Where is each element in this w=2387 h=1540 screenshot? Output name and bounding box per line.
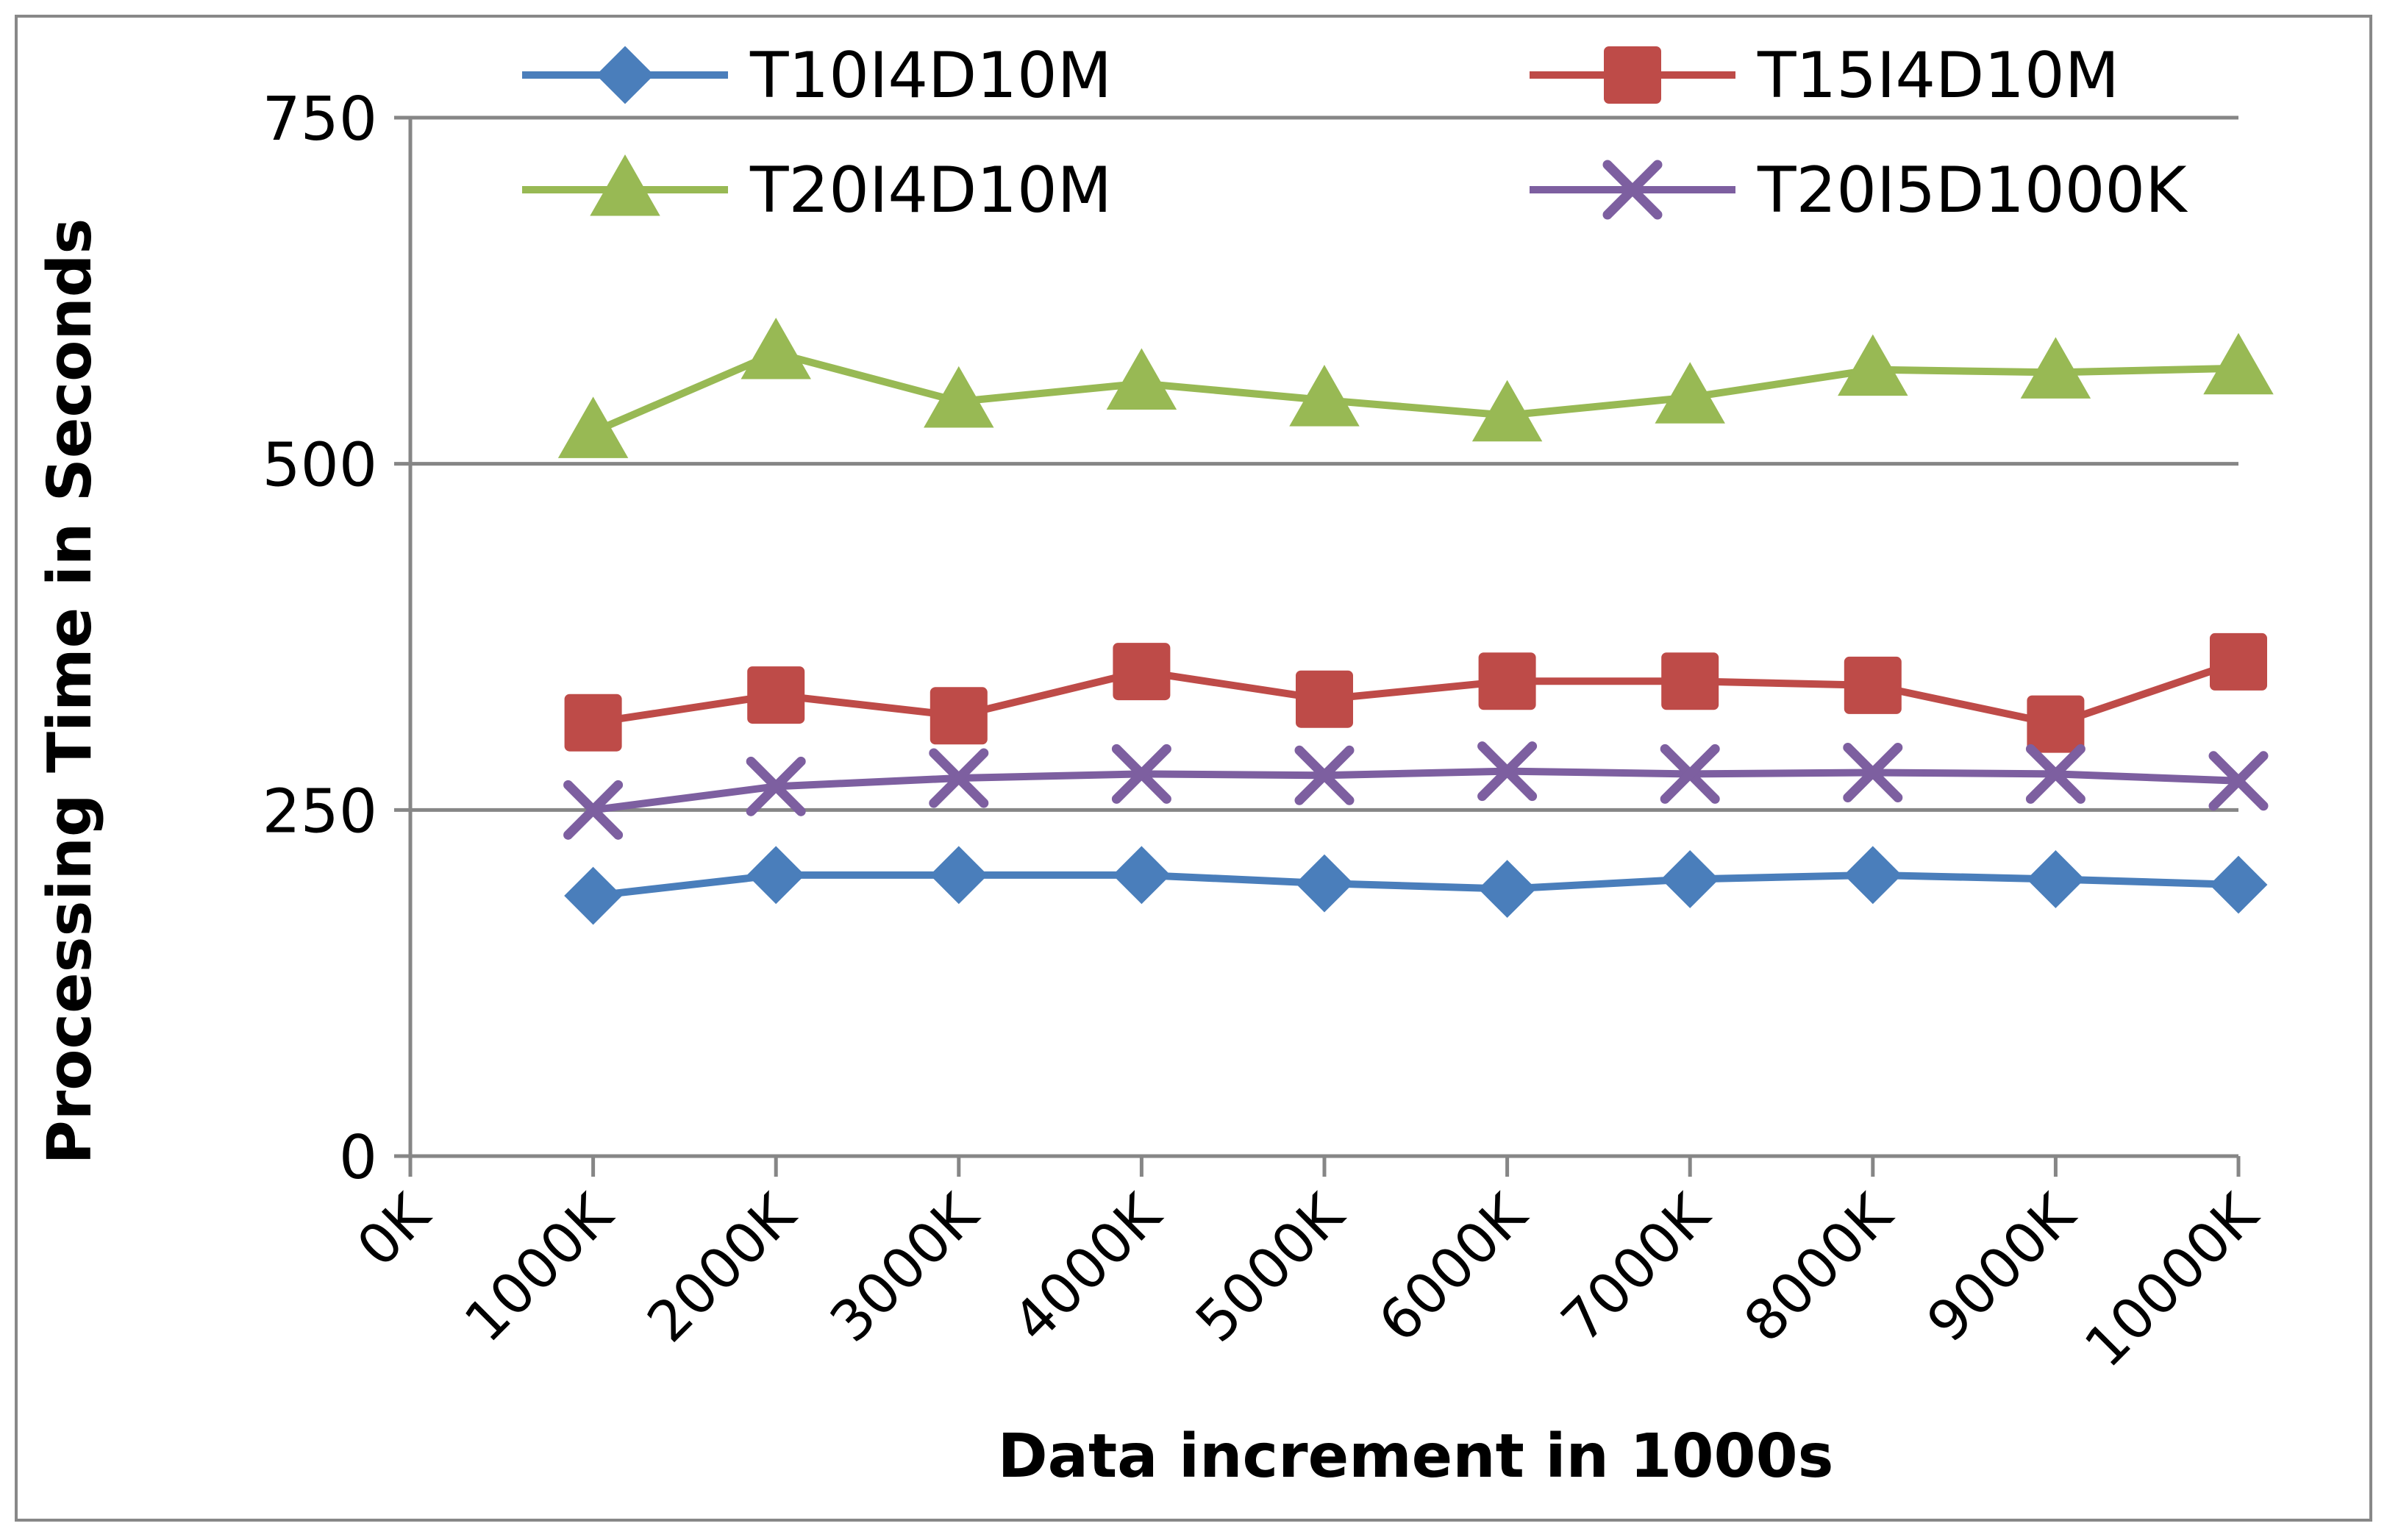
data-point	[2027, 695, 2085, 753]
data-point	[1106, 348, 1177, 410]
series-T20I4D10M	[557, 318, 2274, 458]
data-point	[1111, 744, 1171, 804]
data-point	[1843, 743, 1903, 803]
legend-item: T10I4D10M	[522, 39, 1112, 113]
legend-label: T15I4D10M	[1757, 39, 2119, 113]
data-point	[929, 748, 989, 808]
data-point	[1655, 362, 1725, 424]
legend-item: T20I5D1000K	[1530, 154, 2188, 227]
data-point	[2025, 744, 2085, 804]
data-point	[1844, 656, 1902, 714]
y-tick-label: 250	[262, 777, 377, 846]
data-point	[1478, 652, 1536, 710]
data-point	[1477, 741, 1538, 802]
data-point	[1838, 334, 1908, 396]
series-T10I4D10M	[564, 846, 2268, 925]
data-point	[1844, 846, 1902, 905]
x-marker-stroke	[1111, 744, 1171, 804]
data-point	[1478, 860, 1537, 919]
x-marker-stroke	[563, 780, 624, 840]
data-point	[930, 846, 988, 905]
data-point	[564, 694, 622, 752]
legend-label: T10I4D10M	[749, 39, 1112, 113]
x-marker-stroke	[2025, 744, 2085, 804]
series-line	[589, 871, 2242, 900]
legend-label: T20I4D10M	[749, 154, 1112, 227]
x-marker-stroke	[1294, 745, 1355, 805]
series-group	[557, 318, 2274, 925]
data-point	[741, 318, 811, 379]
data-point	[924, 366, 994, 428]
x-marker-stroke	[1843, 743, 1903, 803]
series-line	[589, 349, 2242, 436]
x-marker-stroke	[1602, 160, 1663, 220]
data-point	[2208, 751, 2269, 811]
legend-marker	[1604, 46, 1661, 104]
series-T20I5D1000K	[563, 741, 2269, 840]
x-marker-stroke	[746, 756, 806, 816]
x-marker-stroke	[2208, 751, 2269, 811]
y-tick-label: 750	[262, 85, 377, 154]
data-point	[1660, 850, 1719, 908]
x-axis-title: Data increment in 1000s	[998, 1422, 1834, 1491]
data-point	[557, 396, 629, 458]
x-marker-stroke	[1660, 744, 1720, 804]
data-point	[1289, 365, 1360, 427]
legend-label: T20I5D1000K	[1757, 154, 2188, 227]
gridlines	[410, 115, 2238, 812]
data-point	[1113, 643, 1171, 701]
data-point	[930, 687, 988, 745]
legend-marker	[596, 46, 654, 104]
data-point	[564, 866, 623, 925]
data-point	[1294, 745, 1355, 805]
data-point	[2026, 850, 2085, 908]
legend-marker	[590, 154, 660, 216]
legend: T10I4D10M T15I4D10M T20I4D10M T20I5D1000K	[522, 39, 2188, 227]
y-tick-label: 0	[339, 1123, 377, 1193]
y-tick-label: 500	[262, 431, 377, 501]
data-point	[2210, 632, 2267, 691]
data-point	[563, 780, 624, 840]
data-point	[2203, 332, 2274, 395]
legend-item: T15I4D10M	[1530, 39, 2119, 113]
series-T15I4D10M	[564, 632, 2267, 753]
legend-item: T20I4D10M	[522, 154, 1112, 227]
data-point	[1471, 379, 1543, 442]
data-point	[2020, 337, 2091, 399]
legend-marker	[1602, 160, 1663, 220]
y-axis-title: Processing Time in Seconds	[35, 218, 105, 1165]
data-point	[1112, 846, 1171, 905]
series-line	[589, 657, 2242, 728]
data-point	[2209, 855, 2268, 914]
data-point	[746, 846, 805, 905]
data-point	[1296, 670, 1353, 728]
data-point	[1661, 652, 1719, 710]
data-point	[1295, 854, 1354, 913]
data-point	[747, 666, 805, 724]
data-point	[1660, 744, 1720, 804]
x-marker-stroke	[1477, 741, 1538, 802]
series-line	[589, 767, 2242, 814]
data-point	[746, 756, 806, 816]
x-marker-stroke	[929, 748, 989, 808]
